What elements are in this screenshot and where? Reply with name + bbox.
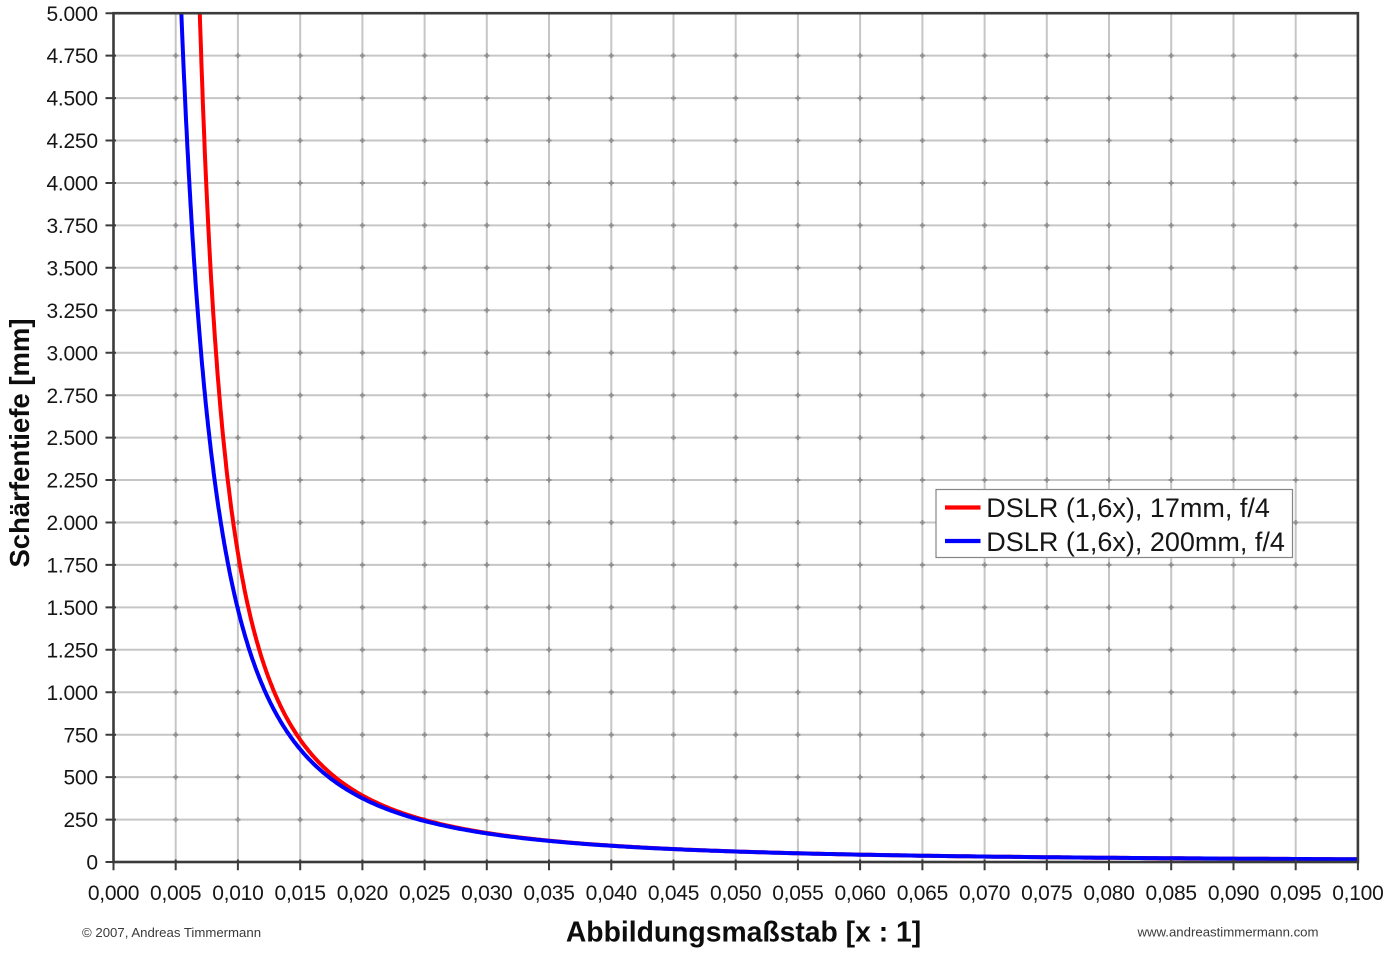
svg-text:DSLR (1,6x), 200mm, f/4: DSLR (1,6x), 200mm, f/4 <box>986 527 1285 557</box>
svg-text:www.andreastimmermann.com: www.andreastimmermann.com <box>1136 925 1318 940</box>
svg-text:0,040: 0,040 <box>586 882 637 905</box>
svg-text:0: 0 <box>86 852 97 875</box>
svg-text:0,000: 0,000 <box>88 882 139 905</box>
svg-text:Abbildungsmaßstab [x : 1]: Abbildungsmaßstab [x : 1] <box>566 916 921 948</box>
svg-text:1.750: 1.750 <box>46 555 97 578</box>
svg-text:0,070: 0,070 <box>959 882 1010 905</box>
svg-text:4.000: 4.000 <box>46 173 97 196</box>
svg-text:0,055: 0,055 <box>772 882 823 905</box>
svg-text:© 2007, Andreas Timmermann: © 2007, Andreas Timmermann <box>82 925 261 940</box>
svg-text:3.500: 3.500 <box>46 257 97 280</box>
svg-text:0,080: 0,080 <box>1083 882 1134 905</box>
svg-text:4.500: 4.500 <box>46 88 97 111</box>
svg-text:250: 250 <box>64 809 98 832</box>
svg-text:Schärfentiefe [mm]: Schärfentiefe [mm] <box>4 318 35 567</box>
svg-text:0,005: 0,005 <box>150 882 201 905</box>
svg-text:0,010: 0,010 <box>212 882 263 905</box>
svg-text:2.750: 2.750 <box>46 385 97 408</box>
svg-text:0,050: 0,050 <box>710 882 761 905</box>
svg-text:1.250: 1.250 <box>46 639 97 662</box>
svg-text:0,045: 0,045 <box>648 882 699 905</box>
svg-text:500: 500 <box>64 767 98 790</box>
svg-text:0,020: 0,020 <box>337 882 388 905</box>
svg-text:1.500: 1.500 <box>46 597 97 620</box>
svg-text:3.750: 3.750 <box>46 215 97 238</box>
svg-text:2.000: 2.000 <box>46 512 97 535</box>
svg-text:0,075: 0,075 <box>1021 882 1072 905</box>
svg-text:0,090: 0,090 <box>1208 882 1259 905</box>
svg-text:0,065: 0,065 <box>897 882 948 905</box>
svg-text:DSLR (1,6x), 17mm, f/4: DSLR (1,6x), 17mm, f/4 <box>986 493 1270 523</box>
svg-text:0,095: 0,095 <box>1270 882 1321 905</box>
svg-text:5.000: 5.000 <box>46 3 97 26</box>
svg-text:4.750: 4.750 <box>46 45 97 68</box>
svg-text:0,015: 0,015 <box>275 882 326 905</box>
svg-text:0,085: 0,085 <box>1146 882 1197 905</box>
svg-text:3.250: 3.250 <box>46 300 97 323</box>
svg-text:0,035: 0,035 <box>523 882 574 905</box>
svg-text:2.250: 2.250 <box>46 470 97 493</box>
svg-text:750: 750 <box>64 724 98 747</box>
svg-text:0,025: 0,025 <box>399 882 450 905</box>
svg-text:1.000: 1.000 <box>46 682 97 705</box>
svg-text:2.500: 2.500 <box>46 427 97 450</box>
svg-text:0,100: 0,100 <box>1332 882 1383 905</box>
svg-text:3.000: 3.000 <box>46 342 97 365</box>
svg-text:4.250: 4.250 <box>46 130 97 153</box>
svg-text:0,060: 0,060 <box>834 882 885 905</box>
svg-text:0,030: 0,030 <box>461 882 512 905</box>
